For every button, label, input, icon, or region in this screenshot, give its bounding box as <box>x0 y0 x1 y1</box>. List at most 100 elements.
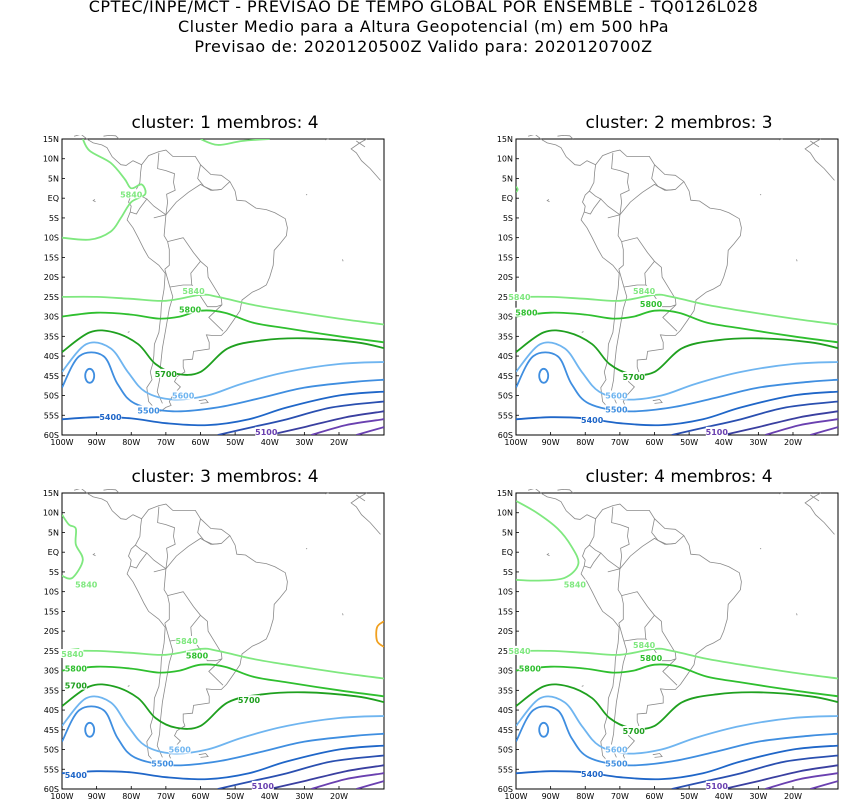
contour-label-bg <box>705 780 728 790</box>
lat-label: 15S <box>44 253 59 262</box>
contour-label: 5800 <box>640 654 663 663</box>
contour-label: 5100 <box>706 782 729 791</box>
map-frame <box>515 138 839 436</box>
lon-label: 100W <box>50 792 73 801</box>
lat-label: 20S <box>44 273 59 282</box>
lat-label: 40S <box>44 352 59 361</box>
lat-label: 50S <box>498 392 513 401</box>
contour-5400 <box>516 390 838 427</box>
contour-label: 5600 <box>605 392 628 401</box>
contour-label-bg <box>508 645 531 655</box>
lon-label: 20W <box>784 438 802 447</box>
contour-5840 <box>516 185 519 193</box>
contour-5500 <box>516 351 838 413</box>
contour-label: 5500 <box>605 405 628 414</box>
contour-5400 <box>516 744 838 781</box>
contour-label-bg <box>186 650 209 660</box>
lon-label: 30W <box>295 792 313 801</box>
panel-1-title: cluster: 1 membros: 4 <box>131 113 319 133</box>
contour-5200 <box>269 764 384 789</box>
contour-5500 <box>516 705 838 767</box>
lat-axis-labels: 15N 10N 5N EQ 5S 10S 15S 20S 25S 30S 35S 40S 45S 50S 5… <box>497 135 519 440</box>
lon-label: 100W <box>504 438 527 447</box>
contour-5400 <box>62 744 384 781</box>
lat-label: 35S <box>498 686 513 695</box>
contour-label-bg <box>172 390 195 400</box>
contour-label: 5800 <box>65 665 88 674</box>
contour-5800 <box>516 663 838 698</box>
lat-label: 10N <box>43 509 59 518</box>
contour-label-bg <box>581 769 604 779</box>
contours <box>62 514 384 789</box>
lat-label: 15S <box>498 253 513 262</box>
panel-3-title: cluster: 3 membros: 4 <box>131 467 319 487</box>
lat-label: 20S <box>44 627 59 636</box>
lat-label: 15N <box>497 489 513 498</box>
lat-label: 60S <box>498 431 513 440</box>
contour-label-bg <box>120 189 143 199</box>
header-line-3: Previsao de: 2020120500Z Valido para: 20… <box>194 37 653 56</box>
lon-label: 80W <box>576 438 594 447</box>
contour-label: 5800 <box>179 305 202 314</box>
contour-label-bg <box>179 304 202 314</box>
contour-5700 <box>62 683 384 730</box>
contour-5840 <box>200 139 270 146</box>
lat-label: 30S <box>44 667 59 676</box>
map-panel-1: 15N 10N 5N EQ 5S 10S 15S 20S 25S 30S 35S 40S 45S 50S 5… <box>43 135 385 447</box>
contour-label: 5400 <box>581 770 604 779</box>
contour-5100 <box>810 426 838 435</box>
contour-label-bg <box>151 758 174 768</box>
lat-axis-labels: 15N 10N 5N EQ 5S 10S 15S 20S 25S 30S 35S 40S 45S 50S 5… <box>497 489 519 794</box>
lat-label: 30S <box>498 313 513 322</box>
lon-label: 60W <box>191 438 209 447</box>
contour-label-bg <box>633 285 656 295</box>
contour-label: 5100 <box>252 782 275 791</box>
contour-5200 <box>723 764 838 789</box>
contour-label: 5800 <box>640 300 663 309</box>
contour-label-bg <box>605 744 628 754</box>
map-frame <box>61 492 385 790</box>
lat-label: 45S <box>498 726 513 735</box>
contour-label-bg <box>168 744 191 754</box>
contour-label: 5500 <box>151 759 174 768</box>
contour-label: 5800 <box>519 665 542 674</box>
contour-label-bg <box>508 291 531 301</box>
lat-label: 20S <box>498 627 513 636</box>
contour-label: 5600 <box>169 746 192 755</box>
contour-label-bg <box>605 404 628 414</box>
low-center-contour <box>538 367 550 384</box>
lat-label: 25S <box>44 293 59 302</box>
lat-label: EQ <box>502 548 513 557</box>
contour-label: 5800 <box>186 652 209 661</box>
contour-label-bg <box>633 639 656 649</box>
contour-5200 <box>269 410 384 435</box>
coastline <box>73 489 381 766</box>
lat-label: 35S <box>44 332 59 341</box>
contour-5800 <box>62 663 384 698</box>
contour-label: 5840 <box>633 287 656 296</box>
contour-label: 5840 <box>176 637 199 646</box>
lat-label: 5N <box>48 528 59 537</box>
coastline <box>527 489 835 766</box>
contour-label: 5700 <box>623 727 646 736</box>
contour-labels: 5840 5840 5840 5800 5800 5700 5700 5600 5500 5400… <box>61 579 275 791</box>
contour-label: 5400 <box>99 413 122 422</box>
lon-axis-labels: 100W 90W 80W 70W 60W 50W 40W 30W 20W <box>504 786 802 801</box>
lon-label: 40W <box>715 438 733 447</box>
contour-label-bg <box>622 725 645 735</box>
contour-5300 <box>671 400 838 435</box>
lon-label: 50W <box>226 792 244 801</box>
contour-5840 <box>516 293 838 326</box>
lat-label: 10N <box>497 155 513 164</box>
lon-label: 30W <box>749 792 767 801</box>
lat-label: 5S <box>503 214 513 223</box>
lon-axis-labels: 100W 90W 80W 70W 60W 50W 40W 30W 20W <box>50 786 348 801</box>
contours <box>516 185 838 435</box>
lon-label: 60W <box>645 438 663 447</box>
lat-label: 10S <box>498 588 513 597</box>
contour-5500 <box>62 705 384 767</box>
panel-2-title: cluster: 2 membros: 3 <box>585 113 773 133</box>
lat-label: 45S <box>44 372 59 381</box>
